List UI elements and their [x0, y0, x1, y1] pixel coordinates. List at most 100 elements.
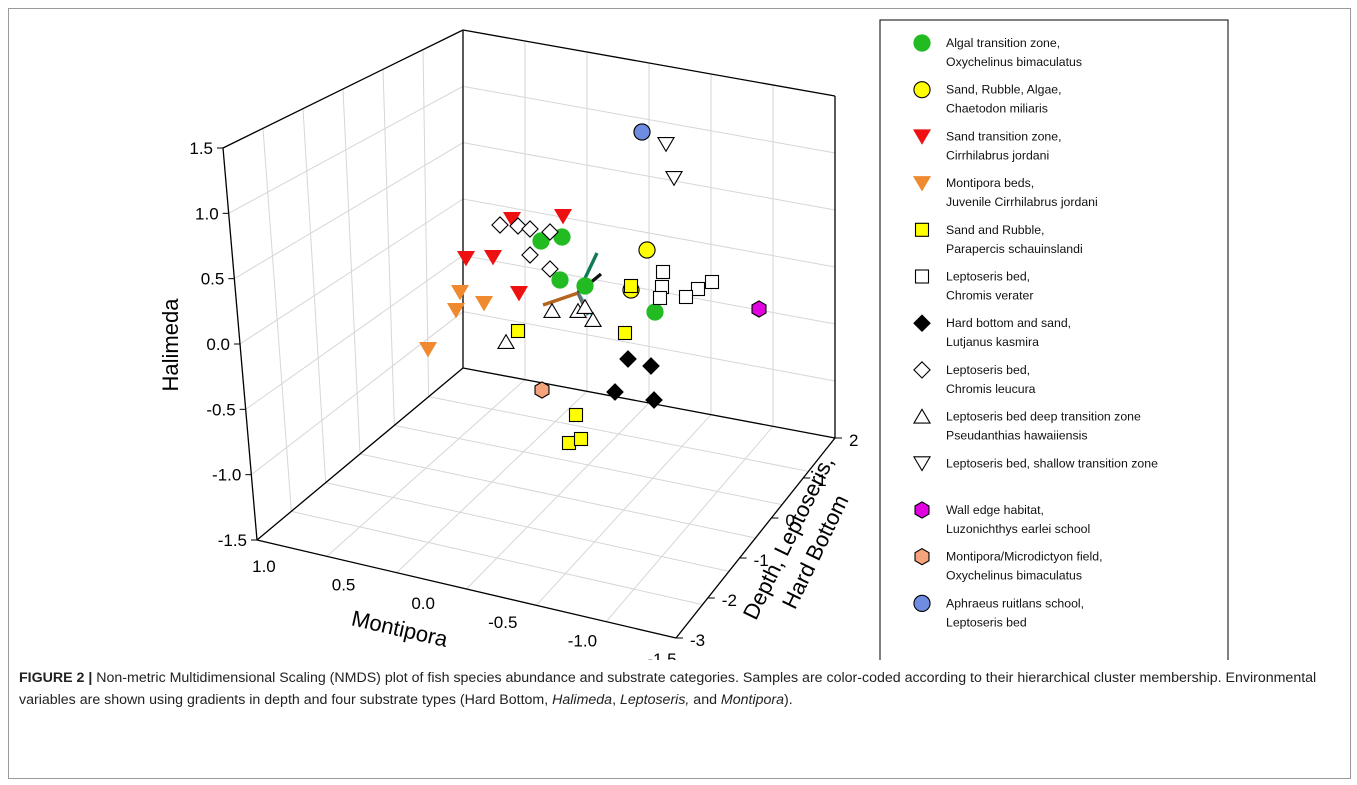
sample-point [664, 171, 684, 187]
sample-point [678, 289, 694, 305]
legend-marker [914, 269, 930, 284]
legend-label: Sand, Rubble, Algae, [946, 83, 1062, 97]
grid-line [462, 85, 836, 154]
sample-point [509, 217, 527, 235]
sample-point [450, 285, 470, 301]
legend-marker [913, 34, 931, 52]
sample-point [576, 277, 594, 295]
legend-marker [913, 594, 931, 613]
sample-point [619, 350, 637, 368]
montipora-tick-label: -1.0 [568, 631, 597, 650]
sample-point [551, 271, 569, 289]
axis-edge [675, 437, 836, 639]
halimeda-tick-label: -1.5 [218, 531, 247, 550]
sample-point [638, 241, 656, 259]
montipora-tick-label: -1.5 [647, 650, 676, 660]
montipora-tick-label: 1.0 [252, 557, 276, 576]
halimeda-tick-label: 1.5 [189, 139, 213, 158]
sample-points [418, 123, 767, 451]
legend-marker [914, 548, 930, 566]
legend-label: Oxychelinus bimaculatus [946, 55, 1082, 69]
depth-tick-label: -2 [722, 591, 737, 610]
depth-tick-label: -1 [754, 551, 769, 570]
depth-tick-label: 0 [785, 511, 794, 530]
figure-frame [8, 8, 1351, 779]
legend-label: Juvenile Cirrhilabrus jordani [946, 195, 1098, 209]
sample-point [418, 342, 438, 358]
caption-text-1: Non-metric Multidimensional Scaling (NMD… [19, 670, 1317, 708]
montipora-axis-title: Montipora [349, 606, 451, 653]
sample-point [642, 357, 660, 375]
legend-marker [912, 176, 932, 192]
sample-point [510, 323, 526, 339]
axis-edge [256, 539, 677, 639]
grid-line [359, 453, 756, 539]
sample-point [542, 302, 562, 318]
legend-marker [912, 408, 932, 424]
sample-point [553, 209, 573, 225]
caption-italic-halimeda: Halimeda [552, 692, 613, 708]
legend-label: Leptoseris bed deep transition zone [946, 410, 1141, 424]
grid-line [325, 482, 730, 572]
legend-label: Cirrhilabrus jordani [946, 148, 1049, 162]
legend-label: Sand and Rubble, [946, 223, 1044, 237]
halimeda-tick-label: 1.0 [195, 204, 219, 223]
legend-label: Leptoseris bed, [946, 270, 1030, 284]
caption-text-2: , [612, 692, 620, 708]
legend-label: Hard bottom and sand, [946, 316, 1071, 330]
sample-point [617, 325, 633, 341]
depth-tick-label: -3 [690, 631, 705, 650]
legend-box [879, 19, 1229, 660]
sample-point [509, 286, 529, 302]
sample-point [568, 407, 584, 423]
montipora-tick-label: 0.5 [332, 576, 356, 595]
sample-point [483, 250, 503, 266]
sample-point [534, 381, 550, 399]
sample-point [646, 303, 664, 321]
axis-edge [462, 29, 836, 97]
montipora-tick-label: -0.5 [488, 613, 517, 632]
legend-marker [913, 81, 931, 99]
axis-layer [222, 29, 836, 639]
sample-point [655, 264, 671, 280]
sample-point [561, 435, 577, 451]
legend-label: Algal transition zone, [946, 36, 1060, 50]
sample-point [633, 123, 651, 141]
halimeda-axis-title: Halimeda [158, 298, 183, 392]
sample-point [446, 303, 466, 319]
sample-point [474, 296, 494, 312]
grid-line [228, 85, 464, 214]
axis-edge [222, 29, 464, 149]
caption-italic-leptoseris: Leptoseris, [619, 692, 690, 708]
sample-point [573, 431, 589, 447]
grid-line [291, 510, 703, 606]
tick-labels: 1.5 1.0 0.5 0.0 -0.5 -1.0 -1.5 1.0 0.5 0.0 -0.5 -1.… [189, 139, 858, 660]
sample-point [553, 228, 571, 246]
legend: Algal transition zone, Oxychelinus bimacu… [879, 19, 1229, 660]
legend-marker [912, 456, 932, 472]
legend-label: Montipora/Microdictyon field, [946, 550, 1103, 564]
legend-label: Montipora beds, [946, 176, 1034, 190]
grid-layer [222, 29, 836, 639]
depth-tick-label: 1 [817, 471, 826, 490]
sample-point [456, 251, 476, 267]
legend-label: Chromis verater [946, 289, 1033, 303]
caption-italic-montipora: Montipora [720, 692, 785, 708]
legend-label: Parapercis schauinslandi [946, 242, 1083, 256]
sample-point [623, 278, 639, 294]
legend-label: Chromis leucura [946, 382, 1036, 396]
montipora-tick-label: 0.0 [411, 594, 435, 613]
sample-point [656, 137, 676, 153]
axis-edge [256, 367, 464, 541]
sample-point [645, 391, 663, 409]
sample-point [704, 274, 720, 290]
legend-marker [912, 129, 932, 145]
caption-text-3: and [689, 692, 721, 708]
sample-point [652, 290, 668, 306]
legend-label: Aphraeus ruitlans school, [946, 596, 1084, 610]
legend-label: Wall edge habitat, [946, 503, 1044, 517]
legend-marker [914, 501, 930, 519]
halimeda-tick-label: -1.0 [212, 466, 241, 485]
sample-point [583, 311, 603, 327]
sample-point [606, 383, 624, 401]
